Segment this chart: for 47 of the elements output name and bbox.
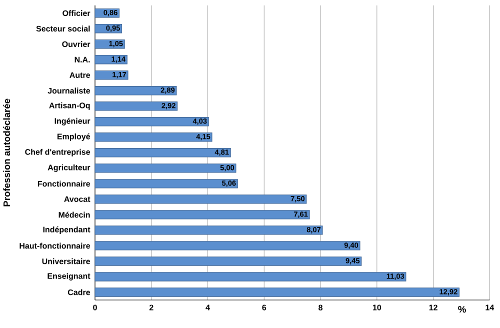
x-tick-label: 10 <box>372 304 382 310</box>
y-tick-label: Chef d'entreprise <box>25 148 90 156</box>
y-tick-label: Universitaire <box>42 258 90 264</box>
bar <box>94 132 212 142</box>
bar <box>94 24 122 34</box>
y-tick-label: Secteur social <box>36 26 90 32</box>
x-tick-label: 12 <box>429 304 438 310</box>
bar <box>94 194 307 204</box>
y-tick-label: Autre <box>70 72 90 78</box>
y-tick-label: Fonctionnaire <box>38 180 90 187</box>
y-tick-label: N.A. <box>74 56 90 62</box>
y-tick-label: Avocat <box>64 196 90 202</box>
y-tick-label: Haut-fonctionnaire <box>20 242 90 249</box>
y-tick-label: Médecin <box>58 212 90 218</box>
y-tick-label: Indépendant <box>43 226 90 234</box>
bar <box>94 256 362 266</box>
bar <box>94 272 406 282</box>
bar <box>94 70 128 80</box>
y-tick-label: Agriculteur <box>48 164 90 172</box>
y-tick-label: Ingénieur <box>54 118 90 126</box>
x-tick-label: 4 <box>206 304 210 310</box>
bar <box>94 55 128 64</box>
bar <box>94 148 231 158</box>
y-tick-label: Ouvrier <box>62 41 90 48</box>
y-tick-label: Officier <box>62 10 90 16</box>
x-tick-label: 0 <box>93 304 97 310</box>
x-tick-label: 14 <box>486 304 494 310</box>
bar <box>94 164 236 173</box>
x-tick-label: 6 <box>262 304 266 310</box>
bar <box>94 210 310 220</box>
bar <box>94 86 177 96</box>
bar <box>94 117 209 126</box>
y-tick-label: Journaliste <box>48 88 90 94</box>
bar <box>94 102 178 111</box>
bar <box>94 241 360 250</box>
y-tick-label: Artisan-Oq <box>49 102 90 110</box>
x-tick-label: 2 <box>149 304 154 310</box>
y-tick-label: Enseignant <box>48 272 90 280</box>
y-tick-label: Cadre <box>68 289 90 296</box>
bar <box>94 40 125 49</box>
x-tick-label: 8 <box>318 304 322 310</box>
x-axis-title: % <box>458 306 466 313</box>
y-tick-label: Employé <box>57 133 90 141</box>
bar <box>94 288 460 297</box>
y-axis-title: Profession autodéclarée <box>3 98 10 206</box>
bar <box>94 179 238 188</box>
bar <box>94 226 323 235</box>
